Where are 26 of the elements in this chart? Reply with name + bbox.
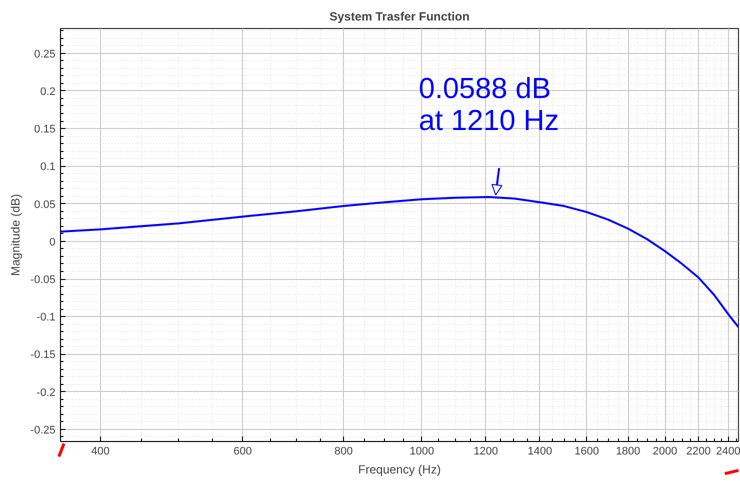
y-axis-title: Magnitude (dB)	[8, 194, 22, 276]
x-tick-label: 1800	[616, 446, 640, 458]
y-tick-label: 0	[49, 236, 56, 248]
x-tick-label: 400	[91, 446, 110, 458]
x-tick-label: 1600	[574, 446, 599, 458]
x-tick-label: 1400	[528, 446, 552, 458]
y-tick-label: 0.15	[34, 124, 56, 136]
y-tick-label: 0.1	[40, 161, 56, 174]
x-tick-label: 2000	[652, 446, 678, 458]
x-tick-label: 1000	[410, 446, 434, 458]
chart-title: System Trasfer Function	[329, 10, 470, 24]
x-tick-label: 2200	[686, 446, 711, 458]
x-axis-title: Frequency (Hz)	[358, 462, 441, 476]
x-tick-label: 600	[233, 446, 252, 458]
x-tick-label: 800	[334, 446, 353, 458]
y-tick-label: -0.1	[36, 312, 56, 324]
annotation: 0.0588 dB at 1210 Hz	[418, 73, 559, 138]
x-tick-label: 2400	[716, 446, 740, 458]
y-tick-label: -0.2	[36, 386, 56, 399]
x-tick-label: 1200	[474, 446, 498, 458]
y-tick-label: -0.15	[30, 349, 56, 362]
y-tick-label: 0.25	[34, 48, 56, 60]
y-tick-label: -0.25	[30, 424, 56, 436]
y-tick-label: 0.05	[34, 198, 56, 211]
y-tick-label: 0.2	[40, 86, 56, 98]
y-tick-label: -0.05	[30, 274, 56, 286]
